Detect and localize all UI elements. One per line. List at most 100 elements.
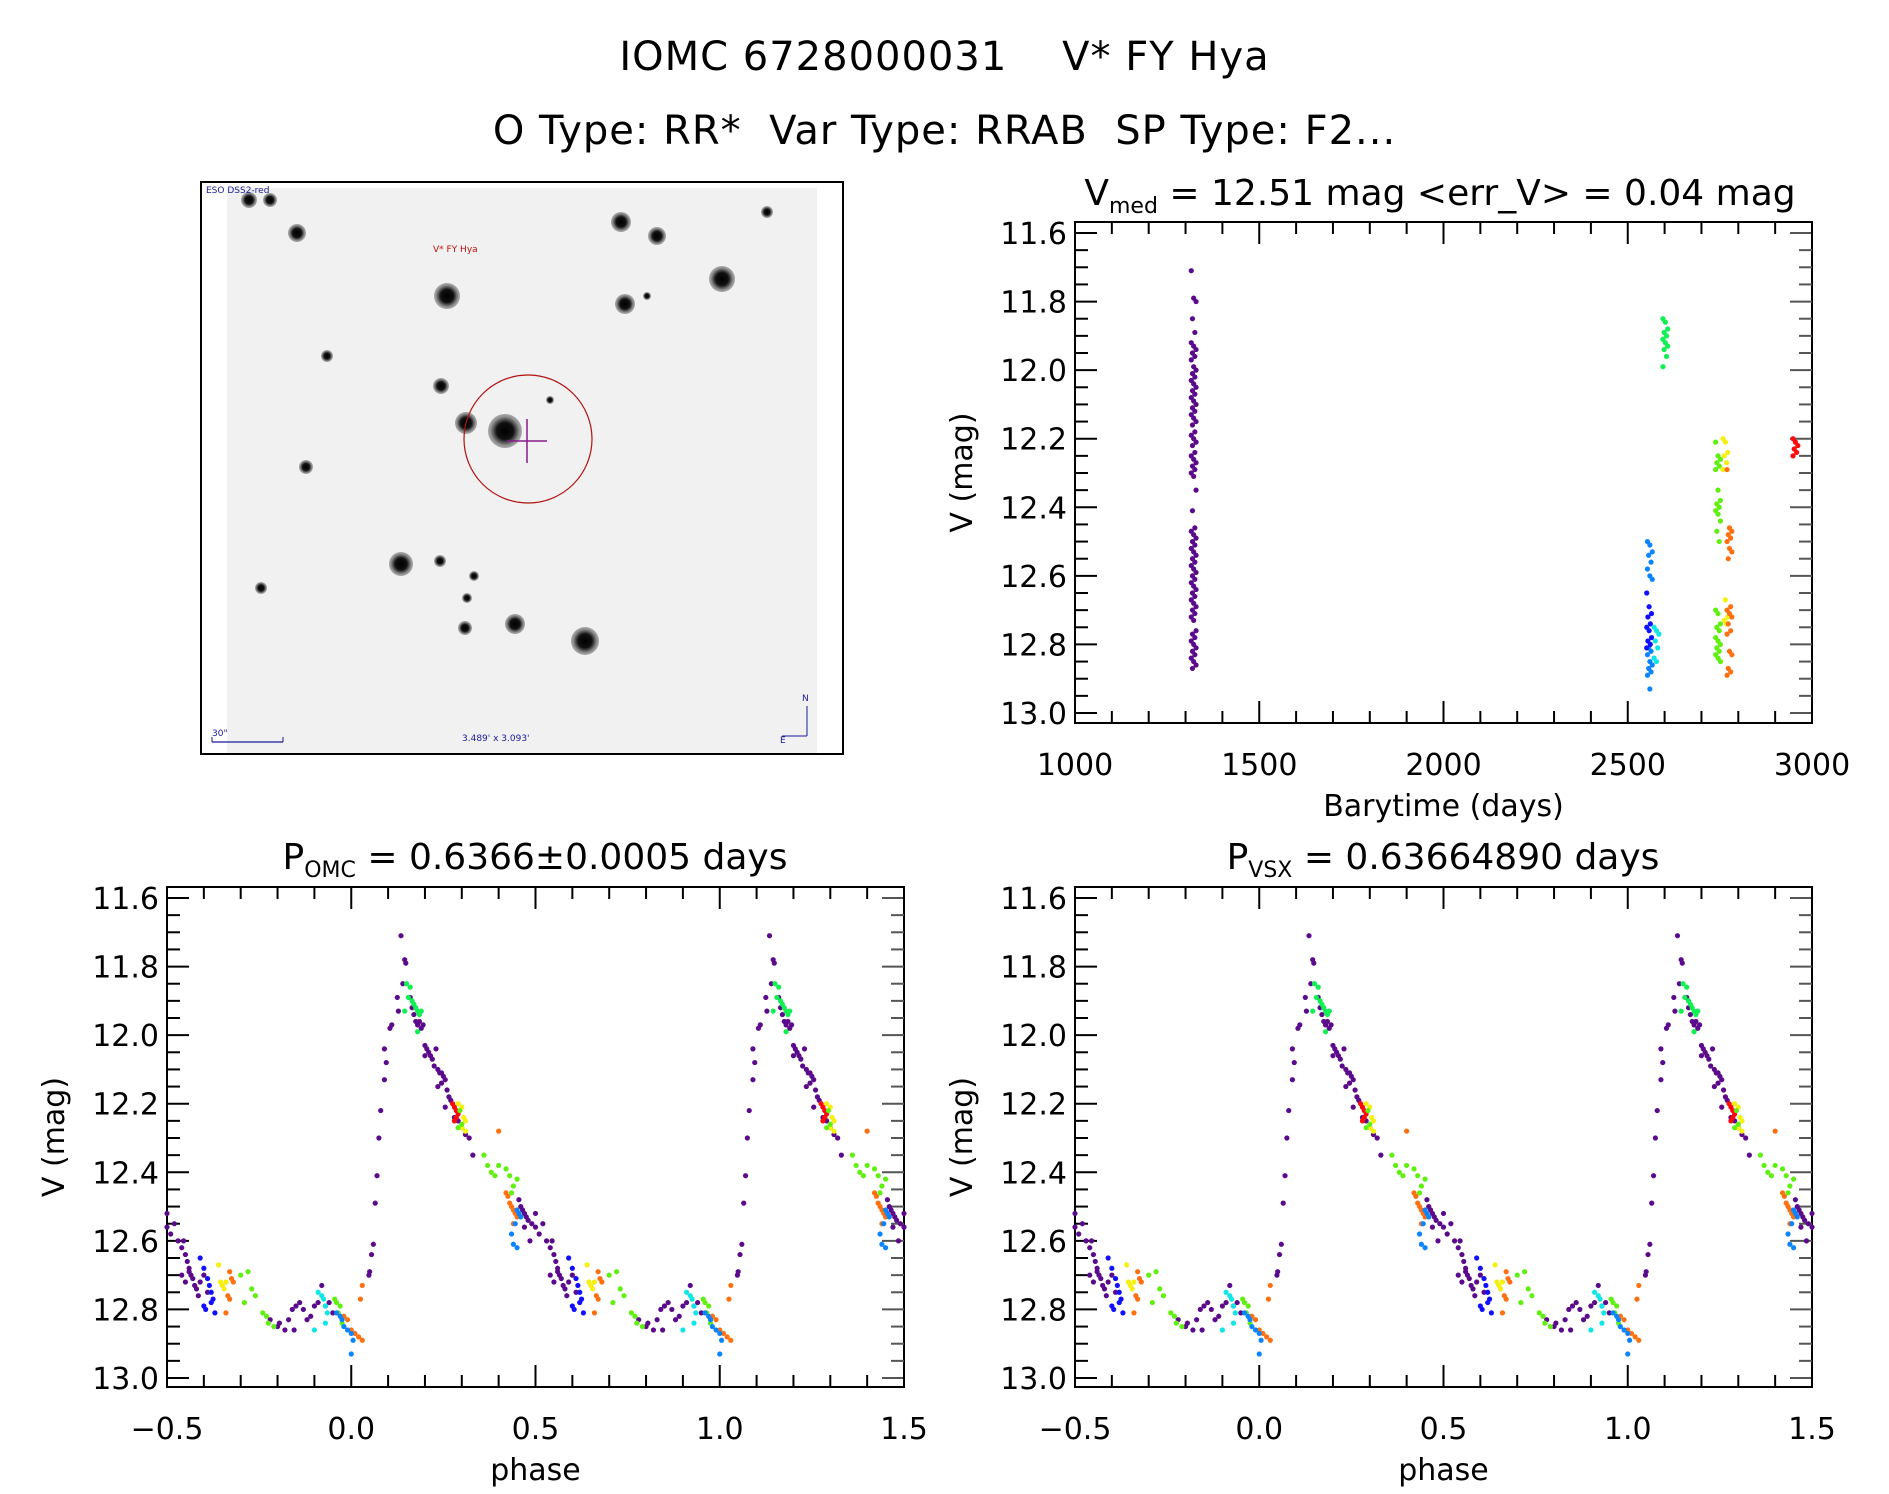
star: [469, 571, 479, 581]
data-point: [1711, 1083, 1717, 1090]
data-point: [566, 1279, 572, 1285]
data-point: [1595, 1282, 1601, 1289]
data-point: [1735, 1121, 1741, 1127]
data-point: [221, 1286, 227, 1292]
data-point: [573, 1275, 579, 1282]
data-point: [484, 1162, 491, 1169]
data-point: [1665, 1022, 1671, 1028]
data-point: [824, 1101, 830, 1107]
data-point: [1717, 658, 1724, 665]
data-point: [1192, 408, 1198, 414]
data-point: [332, 1296, 338, 1302]
star: [299, 460, 313, 474]
data-point: [455, 1125, 461, 1131]
data-point: [1389, 1152, 1395, 1158]
data-point: [654, 1317, 660, 1323]
star: [263, 193, 277, 207]
data-point: [1435, 1238, 1441, 1244]
data-point: [1194, 1317, 1200, 1323]
data-point: [857, 1169, 863, 1175]
data-point: [706, 1303, 712, 1309]
data-point: [322, 1320, 329, 1326]
data-point: [1725, 556, 1731, 562]
data-point: [543, 1238, 550, 1244]
data-point: [1083, 1238, 1089, 1244]
data-point: [1308, 981, 1314, 987]
data-point: [1192, 391, 1198, 397]
data-point: [790, 1053, 797, 1059]
data-point: [895, 1238, 902, 1244]
north-label: N: [802, 694, 809, 704]
star: [709, 266, 735, 292]
data-point: [1112, 1275, 1119, 1282]
data-point: [1461, 1258, 1467, 1265]
data-point: [613, 1269, 620, 1275]
data-point: [308, 1313, 314, 1319]
data-point: [639, 1323, 645, 1330]
data-point: [337, 1303, 343, 1309]
data-point: [750, 1077, 756, 1083]
data-point: [838, 1152, 844, 1158]
data-point: [394, 994, 400, 1001]
data-point: [512, 1221, 518, 1227]
y-axis-label: V (mag): [945, 412, 980, 532]
data-point: [739, 1241, 745, 1247]
data-point: [319, 1282, 325, 1289]
data-point: [227, 1269, 233, 1275]
data-point: [1350, 1077, 1356, 1083]
data-point: [372, 1200, 378, 1206]
data-point: [1591, 1299, 1598, 1306]
x-tick-label: 1500: [1221, 748, 1297, 783]
data-point: [864, 1128, 870, 1134]
data-point: [529, 1221, 535, 1227]
data-point: [1573, 1299, 1579, 1306]
data-point: [1663, 333, 1670, 339]
data-point: [1644, 590, 1650, 596]
data-point: [1645, 1251, 1651, 1258]
data-point: [208, 1299, 214, 1306]
data-point: [444, 1087, 450, 1093]
data-point: [359, 1282, 365, 1289]
data-point: [871, 1166, 878, 1172]
y-tick-label: 12.2: [1000, 1088, 1067, 1123]
y-tick-label: 11.8: [92, 951, 159, 986]
data-point: [186, 1269, 192, 1275]
data-point: [466, 1135, 472, 1141]
x-tick-label: 2500: [1590, 748, 1666, 783]
data-point: [1725, 449, 1731, 456]
data-point: [324, 1310, 330, 1316]
data-point: [1264, 1334, 1270, 1340]
star: [389, 552, 413, 576]
data-point: [532, 1210, 539, 1217]
data-point: [510, 1183, 516, 1189]
data-point: [825, 1107, 832, 1114]
data-point: [882, 1176, 889, 1182]
data-point: [374, 1173, 380, 1179]
data-point: [1267, 1282, 1273, 1289]
data-point: [1463, 1269, 1469, 1275]
data-point: [1459, 1279, 1465, 1285]
data-point: [359, 1337, 365, 1343]
data-point: [1621, 1327, 1627, 1333]
data-point: [1485, 1299, 1491, 1306]
data-point: [514, 1176, 520, 1182]
star: [321, 350, 333, 362]
data-point: [1529, 1293, 1535, 1299]
y-tick-label: 12.4: [1000, 1156, 1067, 1191]
data-point: [293, 1303, 299, 1309]
east-label: E: [780, 736, 786, 746]
data-point: [260, 1310, 266, 1316]
data-point: [734, 1272, 741, 1278]
star: [546, 396, 554, 404]
data-point: [1260, 1330, 1266, 1337]
data-point: [1192, 374, 1198, 380]
data-point: [1802, 1217, 1808, 1223]
data-point: [1341, 1046, 1347, 1052]
data-point: [566, 1255, 572, 1261]
data-point: [1324, 1018, 1331, 1025]
data-point: [164, 1224, 170, 1230]
data-point: [230, 1279, 236, 1285]
data-point: [352, 1330, 358, 1337]
y-tick-label: 11.6: [92, 882, 159, 917]
data-point: [1591, 1289, 1598, 1295]
